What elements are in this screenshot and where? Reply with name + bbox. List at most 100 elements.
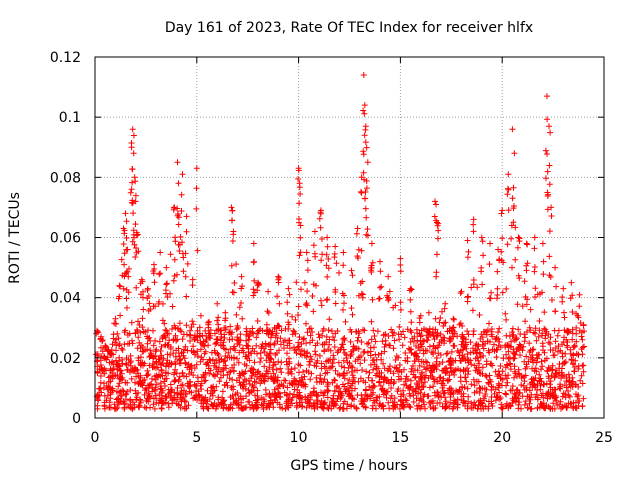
data-point xyxy=(253,342,260,349)
data-point xyxy=(532,357,538,364)
data-point xyxy=(540,381,547,388)
data-point xyxy=(242,385,249,392)
data-point xyxy=(573,324,580,331)
data-point xyxy=(410,399,417,405)
data-point xyxy=(550,352,557,359)
data-point xyxy=(133,284,140,291)
data-point xyxy=(426,343,433,350)
data-point xyxy=(369,296,376,303)
data-point xyxy=(254,318,261,324)
data-point xyxy=(309,293,316,299)
data-point xyxy=(158,389,165,396)
data-point xyxy=(129,179,136,186)
data-point xyxy=(408,319,415,326)
data-point xyxy=(447,390,454,397)
data-point xyxy=(385,399,392,406)
data-point xyxy=(188,362,195,369)
data-point xyxy=(464,365,471,372)
data-point xyxy=(326,316,333,323)
data-point xyxy=(548,372,555,379)
data-point xyxy=(239,382,246,389)
data-point xyxy=(363,178,370,184)
data-point xyxy=(341,383,348,390)
data-point xyxy=(511,337,518,344)
data-point xyxy=(97,373,104,379)
data-point xyxy=(141,360,148,367)
data-point xyxy=(397,268,404,275)
data-point xyxy=(226,329,233,336)
data-point xyxy=(284,392,290,399)
data-point xyxy=(552,386,559,393)
data-point xyxy=(159,317,166,324)
data-point xyxy=(360,72,367,78)
data-point xyxy=(391,378,398,385)
data-point xyxy=(526,324,533,331)
data-point xyxy=(149,375,155,382)
data-point xyxy=(505,185,511,192)
data-point xyxy=(189,276,196,283)
data-point xyxy=(495,329,501,336)
data-point xyxy=(536,371,543,378)
data-point xyxy=(300,381,307,388)
data-point xyxy=(306,325,313,332)
data-point xyxy=(251,359,258,366)
data-point xyxy=(521,278,528,285)
data-point xyxy=(450,324,457,331)
data-point xyxy=(486,349,493,356)
data-point xyxy=(331,337,338,344)
data-point xyxy=(324,273,331,280)
data-point xyxy=(101,402,108,409)
data-point xyxy=(457,320,464,327)
data-point xyxy=(349,395,356,402)
data-point xyxy=(171,273,178,279)
data-point xyxy=(331,388,338,395)
data-point xyxy=(196,332,203,339)
data-point xyxy=(425,309,432,316)
data-point xyxy=(255,280,262,287)
data-point xyxy=(264,327,271,333)
data-point xyxy=(182,398,189,405)
data-point xyxy=(516,238,523,245)
data-point xyxy=(522,398,529,405)
data-point xyxy=(250,286,257,293)
data-point xyxy=(124,332,131,338)
data-point xyxy=(132,379,138,386)
data-point xyxy=(228,217,235,224)
data-point xyxy=(295,167,302,174)
data-point xyxy=(379,402,386,409)
data-point xyxy=(426,362,433,369)
data-point xyxy=(246,381,253,387)
data-point xyxy=(503,391,510,398)
data-point xyxy=(101,392,108,399)
data-point xyxy=(477,401,484,408)
data-point xyxy=(507,361,514,368)
data-point xyxy=(259,341,266,348)
data-point xyxy=(373,356,380,363)
data-point xyxy=(377,284,383,291)
data-point xyxy=(550,391,557,398)
data-point xyxy=(570,360,576,367)
data-point xyxy=(560,285,567,292)
data-point xyxy=(151,279,158,286)
data-point xyxy=(514,301,521,308)
data-point xyxy=(266,390,273,397)
data-point xyxy=(243,404,250,411)
data-point xyxy=(324,296,331,303)
data-point xyxy=(358,189,365,196)
data-point xyxy=(261,349,268,355)
data-point xyxy=(492,397,499,404)
data-point xyxy=(396,323,403,330)
data-point xyxy=(127,387,134,393)
data-point xyxy=(153,346,160,353)
data-point xyxy=(231,343,238,350)
data-point xyxy=(565,328,572,335)
data-point xyxy=(105,346,111,353)
data-point xyxy=(129,166,136,173)
data-point xyxy=(375,295,382,302)
data-point xyxy=(353,404,360,411)
data-point xyxy=(163,393,170,400)
data-point xyxy=(348,368,355,375)
data-point xyxy=(519,393,526,400)
data-point xyxy=(132,221,139,228)
data-point xyxy=(511,350,518,357)
